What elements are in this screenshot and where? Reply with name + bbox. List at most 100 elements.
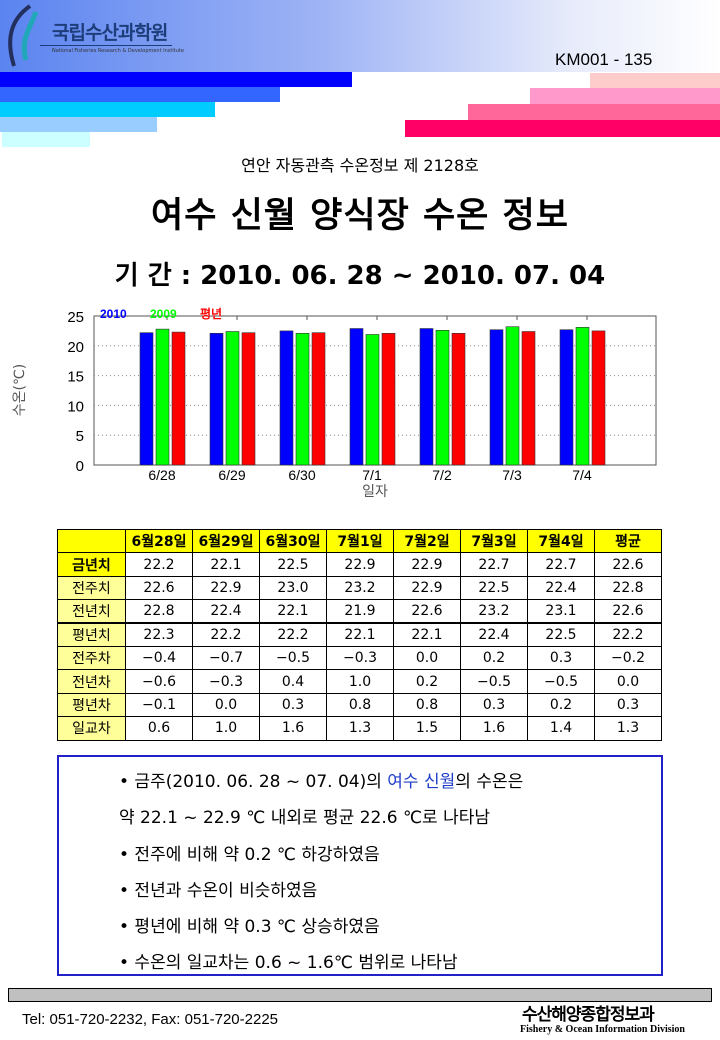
bar-2009: [225, 331, 240, 466]
table-cell: 22.4: [192, 599, 260, 624]
summary-box: • 금주(2010. 06. 28 ~ 07. 04)의 여수 신월의 수온은 …: [57, 755, 663, 976]
table-cell: 21.9: [326, 599, 394, 624]
table-cell: −0.5: [259, 645, 327, 671]
table-cell: −0.3: [192, 669, 260, 694]
summary-line-6: • 수온의 일교차는 0.6 ~ 1.6℃ 범위로 나타남: [119, 953, 458, 973]
table-cell: −0.5: [527, 669, 595, 694]
table-row: 금년치 22.2 22.1 22.5 22.9 22.9 22.7 22.7 22.6: [57, 552, 662, 577]
table-cell: 1.0: [192, 716, 260, 741]
decor-stripe: [530, 88, 720, 104]
table-cell: 22.6: [594, 599, 662, 624]
column-header: 7월2일: [393, 528, 461, 554]
table-cell: 0.8: [393, 692, 461, 718]
table-cell: −0.3: [326, 645, 394, 671]
table-cell: 0.3: [259, 692, 327, 718]
legend-평년: 평년: [200, 307, 222, 321]
table-cell: 1.6: [460, 716, 528, 741]
legend-2010: 2010: [100, 307, 127, 321]
x-tick-label: 6/28: [148, 467, 175, 483]
bar-2010: [349, 328, 364, 466]
x-tick-label: 7/2: [432, 467, 452, 483]
table-cell: 22.9: [326, 552, 394, 577]
table-cell: −0.5: [460, 669, 528, 694]
table-cell: 23.2: [460, 599, 528, 624]
table-cell: 0.0: [192, 692, 260, 718]
table-cell: 22.4: [460, 622, 528, 647]
row-label: 일교차: [57, 716, 126, 741]
table-cell: 23.2: [326, 575, 394, 601]
bar-2010: [489, 329, 504, 466]
table-cell: −0.2: [594, 645, 662, 671]
org-name-en: Fishery & Ocean Information Division: [520, 1024, 685, 1035]
table-cell: 1.5: [393, 716, 461, 741]
bar-2010: [279, 330, 294, 466]
bar-2009: [575, 327, 590, 466]
row-label: 금년치: [57, 552, 126, 577]
org-name: 수산해양종합정보과: [522, 1005, 655, 1025]
table-row: 전년치 22.8 22.4 22.1 21.9 22.6 23.2 23.1 22.6: [57, 599, 662, 624]
table-cell: 22.6: [594, 552, 662, 577]
table-cell: 22.6: [125, 575, 193, 601]
table-cell: 22.1: [326, 622, 394, 647]
column-header: 7월4일: [527, 528, 595, 554]
bar-평년: [381, 332, 396, 466]
y-tick-label: 25: [67, 309, 84, 326]
table-cell: 0.0: [393, 645, 461, 671]
contact-info: Tel: 051-720-2232, Fax: 051-720-2225: [22, 1011, 279, 1028]
bar-평년: [311, 332, 326, 466]
table-cell: 22.9: [192, 575, 260, 601]
table-cell: 0.6: [125, 716, 193, 741]
y-tick-label: 15: [67, 369, 84, 386]
decor-stripe: [2, 132, 90, 147]
table-cell: 22.7: [460, 552, 528, 577]
bar-2009: [365, 334, 380, 466]
logo-text: 국립수산과학원: [52, 22, 168, 44]
row-label: 평년차: [57, 692, 126, 718]
table-cell: 0.4: [259, 669, 327, 694]
column-header: 6월29일: [192, 528, 260, 554]
table-row: 일교차 0.6 1.0 1.6 1.3 1.5 1.6 1.4 1.3: [57, 716, 662, 741]
decor-stripe: [0, 117, 157, 132]
table-cell: 22.8: [125, 599, 193, 624]
x-tick-label: 7/3: [502, 467, 522, 483]
x-tick-label: 6/30: [288, 467, 315, 483]
table-row: 전년차 −0.6 −0.3 0.4 1.0 0.2 −0.5 −0.5 0.0: [57, 669, 662, 694]
summary-text: 의 수온은: [455, 772, 524, 792]
table-cell: 22.1: [192, 552, 260, 577]
x-tick-label: 6/29: [218, 467, 245, 483]
table-cell: 1.3: [326, 716, 394, 741]
table-cell: 22.6: [393, 599, 461, 624]
row-label: 평년치: [57, 622, 126, 647]
table-row: 평년차 −0.1 0.0 0.3 0.8 0.8 0.3 0.2 0.3: [57, 692, 662, 718]
decor-stripe: [0, 102, 215, 117]
column-header: 7월1일: [326, 528, 394, 554]
y-tick-label: 20: [67, 339, 84, 356]
column-header: 7월3일: [460, 528, 528, 554]
bar-평년: [521, 331, 536, 466]
decor-stripe: [590, 73, 720, 89]
table-cell: 22.2: [192, 622, 260, 647]
bar-평년: [241, 332, 256, 466]
table-cell: 0.3: [460, 692, 528, 718]
table-cell: 0.8: [326, 692, 394, 718]
row-label: 전년차: [57, 669, 126, 694]
table-cell: 0.0: [594, 669, 662, 694]
table-cell: 22.9: [393, 575, 461, 601]
bar-평년: [171, 331, 186, 466]
table-cell: 0.2: [393, 669, 461, 694]
table-cell: 0.2: [527, 692, 595, 718]
table-cell: 22.8: [594, 575, 662, 601]
table-row: 전주치 22.6 22.9 23.0 23.2 22.9 22.5 22.4 22.8: [57, 575, 662, 601]
column-header: 6월30일: [259, 528, 327, 554]
x-axis-label: 일자: [362, 484, 388, 500]
bar-2009: [295, 332, 310, 466]
y-tick-label: 5: [76, 428, 84, 445]
bar-평년: [451, 332, 466, 466]
table-cell: 0.3: [527, 645, 595, 671]
table-cell: 22.1: [393, 622, 461, 647]
logo-divider: [40, 45, 172, 46]
table-cell: 1.3: [594, 716, 662, 741]
decor-stripe: [405, 120, 720, 137]
table-cell: 1.6: [259, 716, 327, 741]
table-cell: 22.2: [259, 622, 327, 647]
